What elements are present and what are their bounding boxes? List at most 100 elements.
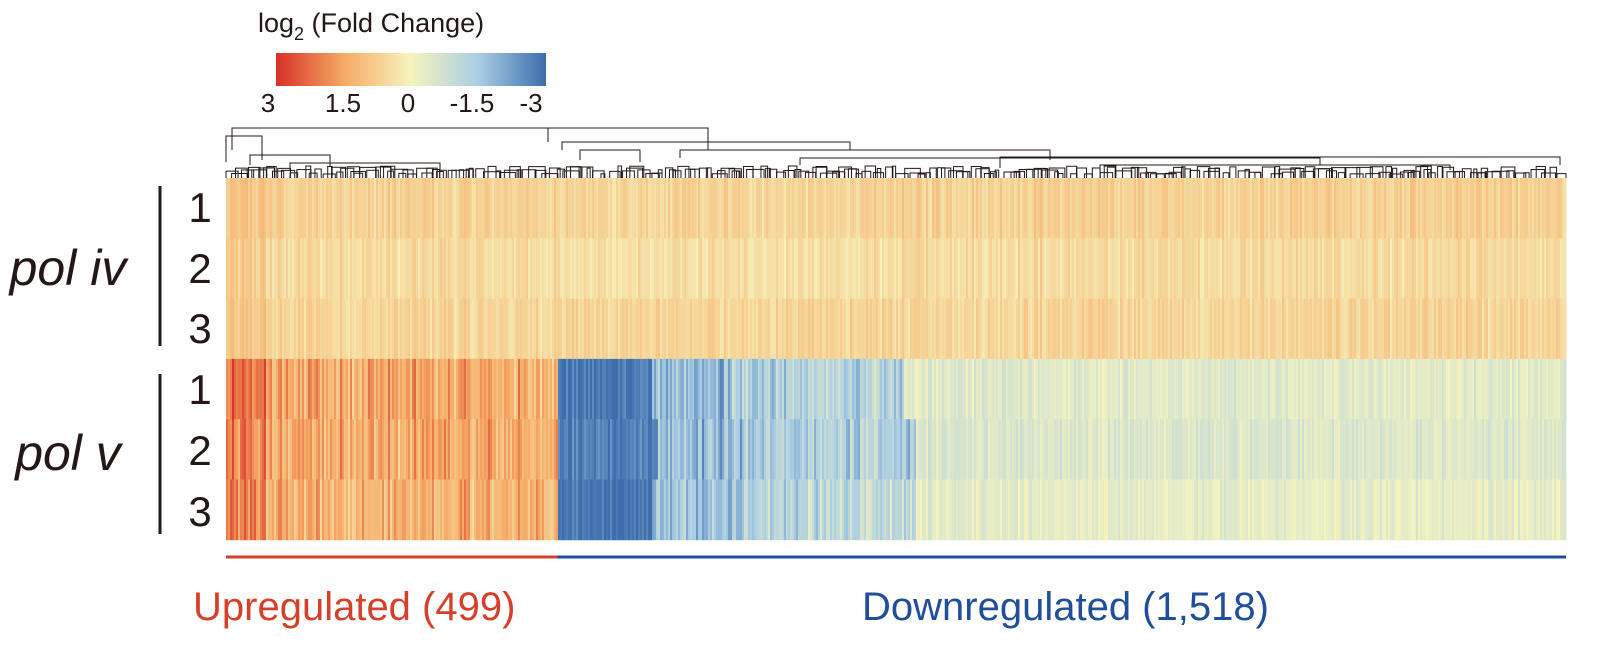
heatmap-cell	[596, 479, 599, 541]
heatmap-cell	[802, 298, 805, 360]
heatmap-cell	[956, 419, 959, 480]
heatmap-cell	[606, 298, 609, 360]
heatmap-cell	[958, 419, 961, 480]
heatmap-cell	[440, 238, 443, 299]
heatmap-cell	[1026, 479, 1029, 541]
heatmap-cell	[872, 419, 875, 480]
heatmap-cell	[616, 358, 619, 420]
heatmap-cell	[372, 178, 375, 239]
heatmap-cell	[490, 479, 493, 541]
heatmap-cell	[1100, 238, 1103, 299]
heatmap-cell	[476, 178, 479, 239]
heatmap-cell	[896, 298, 899, 360]
heatmap-cell	[1140, 419, 1143, 480]
heatmap-cell	[988, 238, 991, 299]
heatmap-cell	[1136, 298, 1139, 360]
heatmap-cell	[556, 419, 559, 480]
heatmap-cell	[916, 358, 919, 420]
heatmap-cell	[1250, 419, 1253, 480]
heatmap-cell	[1484, 238, 1487, 299]
heatmap-cell	[344, 358, 347, 420]
dendrogram-branch	[1203, 170, 1221, 178]
heatmap-cell	[786, 238, 789, 299]
heatmap-cell	[368, 298, 371, 360]
heatmap-cell	[378, 178, 381, 239]
heatmap-cell	[652, 298, 655, 360]
heatmap-cell	[442, 419, 445, 480]
heatmap-cell	[1172, 298, 1175, 360]
heatmap-cell	[868, 358, 871, 420]
heatmap-cell	[766, 178, 769, 239]
heatmap-cell	[658, 298, 661, 360]
heatmap-cell	[954, 298, 957, 360]
heatmap-cell	[1020, 479, 1023, 541]
heatmap-cell	[1480, 479, 1483, 541]
heatmap-cell	[1320, 358, 1323, 420]
heatmap-cell	[1436, 238, 1439, 299]
heatmap-cell	[1420, 479, 1423, 541]
heatmap-cell	[876, 358, 879, 420]
heatmap-cell	[362, 178, 365, 239]
heatmap-cell	[432, 298, 435, 360]
heatmap-cell	[266, 419, 269, 480]
heatmap-cell	[1168, 358, 1171, 420]
heatmap-cell	[1194, 358, 1197, 420]
heatmap-cell	[750, 419, 753, 480]
heatmap-cell	[884, 419, 887, 480]
heatmap-cell	[1248, 238, 1251, 299]
heatmap-cell	[658, 358, 661, 420]
heatmap-cell	[1564, 419, 1567, 480]
heatmap-cell	[1304, 178, 1307, 239]
heatmap-cell	[1208, 238, 1211, 299]
heatmap-cell	[362, 479, 365, 541]
heatmap-cell	[588, 178, 591, 239]
heatmap-cell	[1386, 358, 1389, 420]
heatmap-cell	[1220, 479, 1223, 541]
heatmap-cell	[784, 419, 787, 480]
heatmap-cell	[1052, 298, 1055, 360]
heatmap-cell	[1440, 358, 1443, 420]
heatmap-cell	[352, 358, 355, 420]
heatmap-cell	[644, 238, 647, 299]
heatmap-cell	[786, 358, 789, 420]
heatmap-cell	[296, 419, 299, 480]
heatmap-cell	[328, 479, 331, 541]
heatmap-cell	[238, 298, 241, 360]
heatmap-cell	[738, 238, 741, 299]
heatmap-cell	[968, 178, 971, 239]
heatmap-cell	[674, 238, 677, 299]
heatmap-cell	[476, 419, 479, 480]
heatmap-cell	[620, 358, 623, 420]
heatmap-cell	[482, 238, 485, 299]
heatmap-cell	[272, 178, 275, 239]
heatmap-cell	[274, 238, 277, 299]
heatmap-cell	[360, 178, 363, 239]
heatmap-cell	[376, 479, 379, 541]
heatmap-cell	[244, 479, 247, 541]
heatmap-cell	[714, 178, 717, 239]
heatmap-cell	[1558, 298, 1561, 360]
heatmap-cell	[516, 178, 519, 239]
heatmap-cell	[290, 358, 293, 420]
heatmap-cell	[1488, 298, 1491, 360]
heatmap-cell	[356, 298, 359, 360]
heatmap-cell	[292, 479, 295, 541]
heatmap-cell	[394, 238, 397, 299]
heatmap-cell	[776, 238, 779, 299]
heatmap-cell	[1486, 178, 1489, 239]
heatmap-cell	[620, 238, 623, 299]
heatmap-cell	[1562, 479, 1565, 541]
heatmap-cell	[768, 298, 771, 360]
heatmap-cell	[626, 178, 629, 239]
heatmap-cell	[1166, 238, 1169, 299]
heatmap-cell	[270, 479, 273, 541]
heatmap-cell	[1036, 298, 1039, 360]
heatmap-cell	[1126, 358, 1129, 420]
heatmap-cell	[326, 358, 329, 420]
heatmap-cell	[740, 238, 743, 299]
heatmap-cell	[1154, 238, 1157, 299]
heatmap-cell	[538, 419, 541, 480]
heatmap-cell	[746, 419, 749, 480]
heatmap-cell	[756, 479, 759, 541]
heatmap-cell	[512, 479, 515, 541]
